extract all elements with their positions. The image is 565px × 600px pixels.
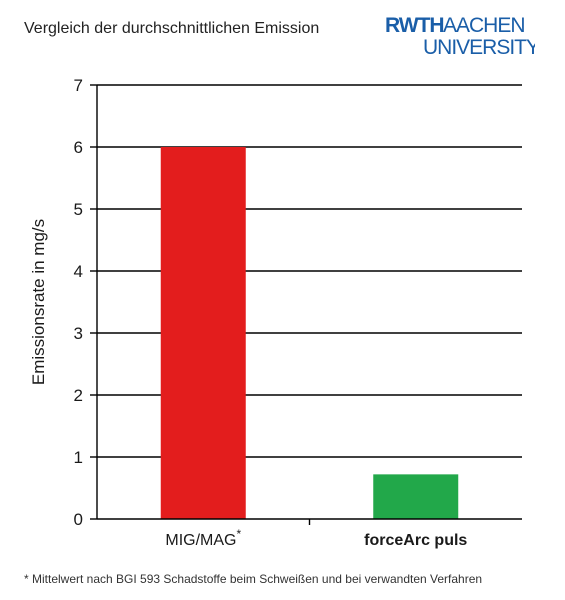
- y-tick-label: 6: [74, 138, 83, 157]
- y-tick-label: 1: [74, 448, 83, 467]
- y-tick-label: 0: [74, 510, 83, 529]
- bar-0: [160, 147, 246, 519]
- y-tick-label: 7: [74, 76, 83, 95]
- svg-text:UNIVERSITY: UNIVERSITY: [423, 36, 535, 58]
- y-tick-label: 4: [74, 262, 83, 281]
- svg-text:RWTH: RWTH: [385, 14, 444, 37]
- y-tick-label: 3: [74, 324, 83, 343]
- x-category-label: forceArc puls: [364, 532, 467, 549]
- x-category-label: MIG/MAG*: [165, 527, 241, 549]
- y-axis-label: Emissionsrate in mg/s: [29, 219, 48, 385]
- bar-chart: 0 1 2 3 4 5 6 7 MIG/MAG* forceArc puls Emissions…: [29, 76, 522, 549]
- chart-title: Vergleich der durchschnittlichen Emissio…: [24, 20, 320, 37]
- footnote: * Mittelwert nach BGI 593 Schadstoffe be…: [24, 572, 483, 586]
- bar-1: [373, 474, 459, 519]
- y-tick-label: 5: [74, 200, 83, 219]
- y-tick-label: 2: [74, 386, 83, 405]
- rwth-logo: RWTH AACHEN UNIVERSITY: [385, 12, 535, 58]
- svg-text:AACHEN: AACHEN: [443, 14, 525, 37]
